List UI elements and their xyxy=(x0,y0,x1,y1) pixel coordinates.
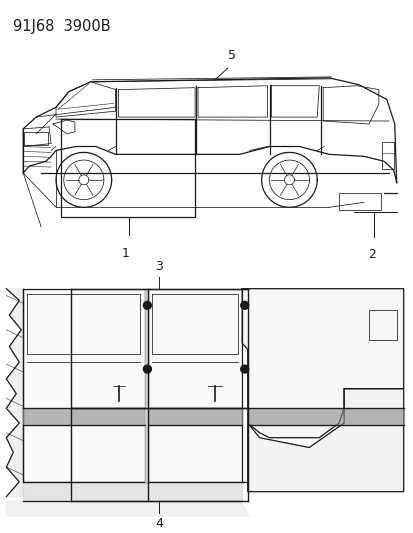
Text: 1: 1 xyxy=(121,247,129,260)
Circle shape xyxy=(240,365,248,373)
Polygon shape xyxy=(148,408,241,425)
Circle shape xyxy=(240,302,248,309)
Bar xyxy=(338,192,380,210)
Text: 2: 2 xyxy=(367,248,375,262)
Circle shape xyxy=(143,302,151,309)
Circle shape xyxy=(143,365,151,373)
Text: 91J68  3900B: 91J68 3900B xyxy=(13,19,111,34)
Bar xyxy=(368,310,396,340)
Polygon shape xyxy=(23,482,241,502)
Polygon shape xyxy=(148,289,241,482)
Text: 4: 4 xyxy=(155,517,163,530)
Polygon shape xyxy=(247,408,403,425)
Polygon shape xyxy=(6,289,23,497)
Polygon shape xyxy=(241,289,403,438)
Polygon shape xyxy=(23,408,145,425)
Text: 5: 5 xyxy=(227,49,235,62)
Polygon shape xyxy=(23,289,145,482)
Polygon shape xyxy=(145,289,148,482)
Polygon shape xyxy=(247,389,403,491)
Polygon shape xyxy=(6,502,249,516)
Text: 3: 3 xyxy=(155,260,163,273)
Bar xyxy=(381,142,393,169)
